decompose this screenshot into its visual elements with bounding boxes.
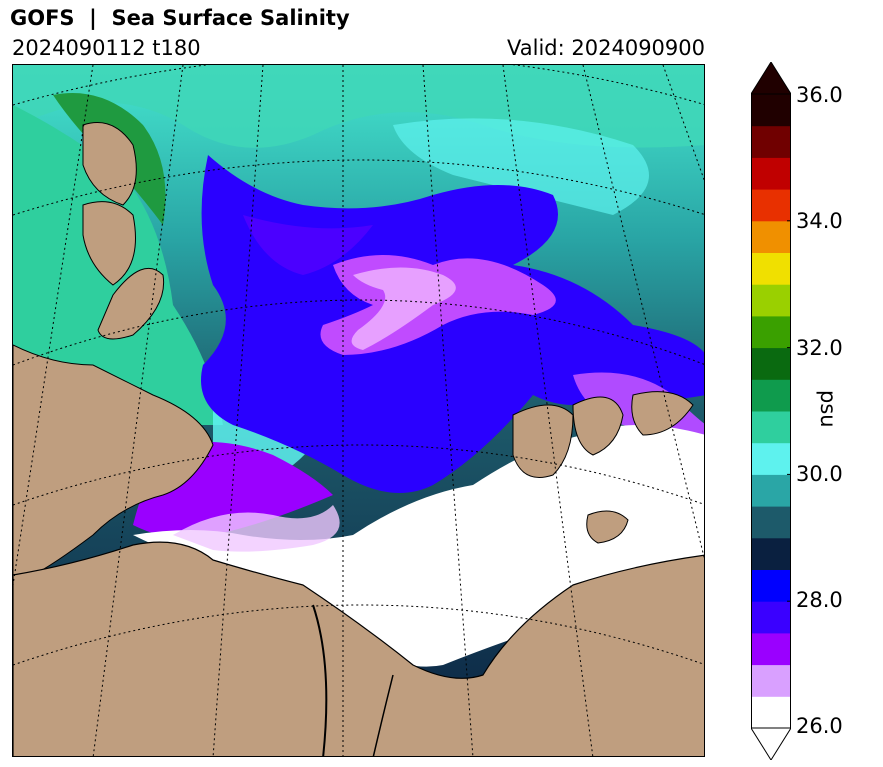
pink-core: [351, 267, 456, 350]
colorbar-tick-label: 28.0: [796, 588, 843, 612]
cyan-north-east: [393, 118, 649, 215]
land-severnaya-west: [512, 404, 574, 478]
salinity-map: [12, 64, 705, 757]
land-scandinavia: [13, 344, 214, 576]
colorbar-segment: [751, 696, 791, 729]
colorbar: [750, 61, 792, 761]
land-island-south: [586, 510, 629, 544]
chart-title: GOFS | Sea Surface Salinity: [10, 6, 350, 30]
colorbar-extend-max: [750, 61, 792, 95]
colorbar-segment: [751, 284, 791, 317]
run-label: 2024090112 t180: [12, 36, 201, 60]
colorbar-segment: [751, 157, 791, 190]
land-island-east: [631, 391, 694, 436]
colorbar-tick-label: 30.0: [796, 462, 843, 486]
colorbar-segment: [751, 252, 791, 285]
colorbar-extend-min: [750, 727, 792, 761]
colorbar-tick-label: 34.0: [796, 209, 843, 233]
colorbar-segment: [751, 632, 791, 666]
ice-edge-pink: [173, 505, 340, 552]
colorbar-segment: [751, 347, 791, 380]
river-west: [312, 604, 328, 756]
colorbar-segment: [751, 189, 791, 222]
colorbar-tick-label: 36.0: [796, 83, 843, 107]
valid-time-label: Valid: 2024090900: [507, 36, 705, 60]
land-severnaya-east: [572, 396, 624, 456]
land-siberia: [13, 541, 704, 756]
colorbar-segment: [751, 442, 791, 475]
blue-filament: [243, 215, 373, 275]
colorbar-segment: [751, 506, 791, 539]
colorbar-graphic: [750, 61, 792, 761]
colorbar-segment: [751, 664, 791, 697]
land-svalbard-isle: [97, 267, 165, 340]
colorbar-segment: [751, 125, 791, 158]
colorbar-tick-label: 26.0: [796, 714, 843, 738]
colorbar-segment: [751, 537, 791, 570]
colorbar-tick-label: 32.0: [796, 336, 843, 360]
colorbar-segment: [751, 94, 791, 127]
land-svalbard-south: [82, 201, 136, 286]
colorbar-segment: [751, 379, 791, 412]
colorbar-segment: [751, 474, 791, 507]
map-canvas: [13, 65, 704, 756]
colorbar-segment: [751, 601, 791, 634]
colorbar-segment: [751, 411, 791, 444]
colorbar-outline: [751, 93, 791, 729]
colorbar-segment: [751, 569, 791, 602]
colorbar-unit-label: psu: [816, 390, 840, 428]
colorbar-segment: [751, 315, 791, 349]
river-east: [372, 674, 394, 756]
colorbar-segment: [751, 220, 791, 253]
graticule: [13, 65, 704, 756]
